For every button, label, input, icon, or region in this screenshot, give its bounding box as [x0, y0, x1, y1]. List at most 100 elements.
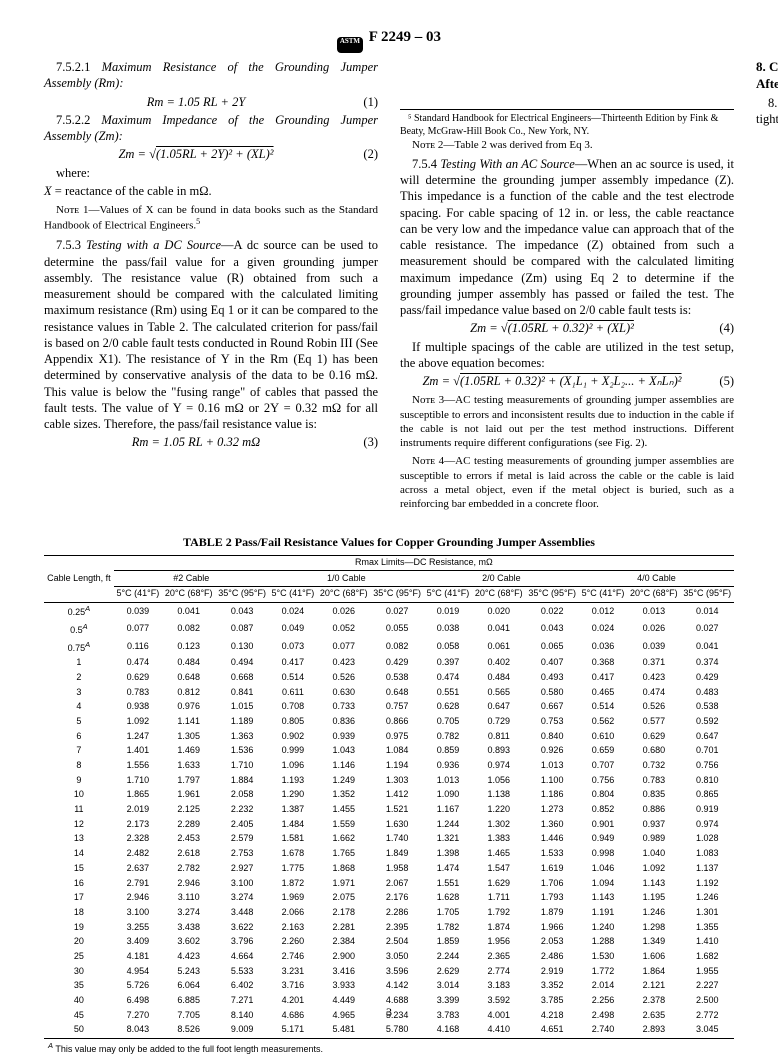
resistance-value-cell: 1.191: [579, 905, 627, 920]
resistance-value-cell: 2.618: [162, 847, 215, 862]
temperature-header: 5°C (41°F): [114, 586, 162, 602]
resistance-value-cell: 5.243: [162, 964, 215, 979]
table-row: 10.4740.4840.4940.4170.4230.4290.3970.40…: [44, 656, 734, 671]
resistance-value-cell: 5.726: [114, 979, 162, 994]
resistance-value-cell: 5.171: [269, 1023, 317, 1038]
resistance-value-cell: 1.046: [579, 861, 627, 876]
resistance-value-cell: 0.866: [370, 714, 423, 729]
resistance-value-cell: 0.701: [681, 744, 734, 759]
resistance-value-cell: 0.402: [472, 656, 525, 671]
resistance-value-cell: 1.146: [317, 759, 370, 774]
resistance-value-cell: 0.647: [681, 729, 734, 744]
resistance-value-cell: 0.368: [579, 656, 627, 671]
cable-length-cell: 3: [44, 685, 114, 700]
resistance-value-cell: 1.273: [525, 803, 578, 818]
resistance-value-cell: 4.651: [525, 1023, 578, 1038]
resistance-value-cell: 1.013: [525, 759, 578, 774]
resistance-value-cell: 0.526: [317, 670, 370, 685]
resistance-value-cell: 1.521: [370, 803, 423, 818]
resistance-value-cell: 0.082: [370, 638, 423, 656]
sec-7-5-2-2: 7.5.2.2 Maximum Impedance of the Groundi…: [44, 112, 378, 145]
resistance-value-cell: 3.409: [114, 935, 162, 950]
resistance-value-cell: 1.955: [681, 964, 734, 979]
resistance-value-cell: 2.281: [317, 920, 370, 935]
table-row: 61.2471.3051.3630.9020.9390.9750.7820.81…: [44, 729, 734, 744]
resistance-value-cell: 0.805: [269, 714, 317, 729]
temperature-header: 20°C (68°F): [627, 586, 680, 602]
resistance-value-cell: 3.110: [162, 891, 215, 906]
resistance-value-cell: 2.176: [370, 891, 423, 906]
resistance-value-cell: 0.707: [579, 759, 627, 774]
resistance-value-cell: 1.849: [370, 847, 423, 862]
resistance-value-cell: 0.049: [269, 620, 317, 638]
resistance-value-cell: 1.015: [215, 700, 268, 715]
resistance-value-cell: 0.484: [162, 656, 215, 671]
cable-length-cell: 4: [44, 700, 114, 715]
resistance-value-cell: 1.360: [525, 817, 578, 832]
cable-length-cell: 6: [44, 729, 114, 744]
resistance-value-cell: 5.780: [370, 1023, 423, 1038]
resistance-value-cell: 0.667: [525, 700, 578, 715]
sec-7-5-3: 7.5.3 Testing with a DC Source—A dc sour…: [44, 237, 378, 432]
resistance-value-cell: 0.999: [269, 744, 317, 759]
resistance-value-cell: 0.474: [424, 670, 472, 685]
temperature-header: 5°C (41°F): [424, 586, 472, 602]
cable-length-cell: 25: [44, 949, 114, 964]
resistance-value-cell: 1.298: [627, 920, 680, 935]
resistance-value-cell: 1.410: [681, 935, 734, 950]
resistance-value-cell: 0.732: [627, 759, 680, 774]
resistance-value-cell: 0.041: [472, 620, 525, 638]
resistance-value-cell: 3.596: [370, 964, 423, 979]
resistance-value-cell: 0.901: [579, 817, 627, 832]
resistance-value-cell: 0.753: [525, 714, 578, 729]
resistance-value-cell: 1.633: [162, 759, 215, 774]
resistance-value-cell: 0.919: [681, 803, 734, 818]
resistance-value-cell: 0.886: [627, 803, 680, 818]
resistance-value-cell: 1.288: [579, 935, 627, 950]
resistance-value-cell: 1.547: [472, 861, 525, 876]
resistance-value-cell: 0.974: [472, 759, 525, 774]
resistance-value-cell: 2.066: [269, 905, 317, 920]
cable-length-cell: 10: [44, 788, 114, 803]
resistance-value-cell: 0.038: [424, 620, 472, 638]
table-row: 254.1814.4234.6642.7462.9003.0502.2442.3…: [44, 949, 734, 964]
resistance-value-cell: 0.027: [370, 602, 423, 620]
resistance-value-cell: 0.628: [424, 700, 472, 715]
resistance-value-cell: 0.026: [317, 602, 370, 620]
document-header: ASTM F 2249 – 03: [44, 28, 734, 59]
resistance-value-cell: 0.014: [681, 602, 734, 620]
resistance-value-cell: 2.504: [370, 935, 423, 950]
resistance-value-cell: 1.167: [424, 803, 472, 818]
resistance-value-cell: 1.874: [472, 920, 525, 935]
cable-length-cell: 1: [44, 656, 114, 671]
resistance-value-cell: 0.835: [627, 788, 680, 803]
resistance-value-cell: 3.045: [681, 1023, 734, 1038]
resistance-value-cell: 3.274: [162, 905, 215, 920]
resistance-value-cell: 3.622: [215, 920, 268, 935]
temperature-header: 35°C (95°F): [370, 586, 423, 602]
resistance-value-cell: 1.192: [681, 876, 734, 891]
resistance-value-cell: 0.026: [627, 620, 680, 638]
page-root: ASTM F 2249 – 03 7.5.2.1 Maximum Resista…: [0, 0, 778, 1041]
resistance-value-cell: 1.194: [370, 759, 423, 774]
resistance-value-cell: 0.429: [681, 670, 734, 685]
resistance-value-cell: 1.193: [269, 773, 317, 788]
resistance-value-cell: 3.014: [424, 979, 472, 994]
resistance-value-cell: 4.423: [162, 949, 215, 964]
resistance-value-cell: 2.637: [114, 861, 162, 876]
resistance-value-cell: 5.533: [215, 964, 268, 979]
table-row: 183.1003.2743.4482.0662.1782.2861.7051.7…: [44, 905, 734, 920]
resistance-value-cell: 4.664: [215, 949, 268, 964]
section-8-heading: 8. Cleaning/Reconditioning of Grounding …: [756, 59, 778, 93]
resistance-value-cell: 2.782: [162, 861, 215, 876]
resistance-value-cell: 0.852: [579, 803, 627, 818]
table-row: 142.4822.6182.7531.6781.7651.8491.3981.4…: [44, 847, 734, 862]
resistance-value-cell: 1.398: [424, 847, 472, 862]
table-row: 304.9545.2435.5333.2313.4163.5962.6292.7…: [44, 964, 734, 979]
resistance-value-cell: 2.227: [681, 979, 734, 994]
resistance-value-cell: 2.014: [579, 979, 627, 994]
table-2: Cable Length, ft Rmax Limits—DC Resistan…: [44, 555, 734, 1039]
resistance-value-cell: 4.954: [114, 964, 162, 979]
resistance-value-cell: 0.024: [579, 620, 627, 638]
resistance-value-cell: 0.374: [681, 656, 734, 671]
